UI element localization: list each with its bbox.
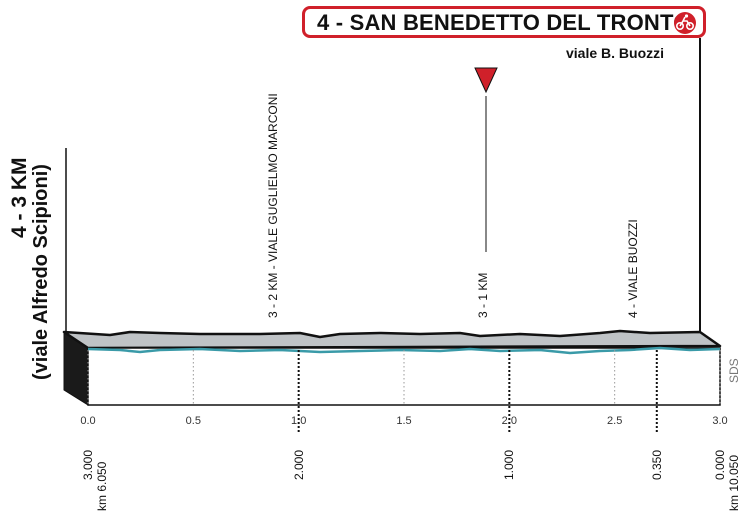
distance-remaining-label: 1.000	[502, 449, 517, 480]
finish-flag-icon	[674, 12, 696, 34]
distance-km-label: km 10.050	[727, 454, 741, 511]
start-street-label: (viale Alfredo Scipioni)	[30, 164, 52, 380]
waypoint-label: 3 - 2 KM - VIALE GUGLIELMO MARCONI	[266, 93, 280, 318]
distance-km-label: km 6.050	[95, 461, 109, 511]
profile-front-face	[87, 347, 721, 406]
finish-title: 4 - SAN BENEDETTO DEL TRONTO	[317, 10, 691, 35]
waypoint-label: 4 - VIALE BUOZZI	[626, 219, 640, 318]
x-tick-label: 1.0	[291, 415, 306, 427]
x-tick-label: 3.0	[712, 415, 727, 427]
x-tick-label: 0.5	[186, 415, 201, 427]
waypoint-label: 3 - 1 KM	[476, 272, 490, 318]
x-tick-label: 0.0	[80, 415, 95, 427]
watermark: SDS	[727, 358, 741, 383]
road-surface	[62, 329, 722, 350]
elevation-line	[87, 346, 721, 355]
finish-banner: 4 - SAN BENEDETTO DEL TRONTO	[302, 6, 706, 38]
distance-remaining-label: 3.000	[81, 449, 95, 480]
distance-remaining-label: 2.000	[291, 449, 306, 480]
distance-markers	[297, 350, 658, 434]
distance-remaining-label: 0.000	[713, 449, 727, 480]
x-tick-label: 2.5	[607, 415, 622, 427]
x-axis: 0.0 0.5 1.0 1.5 2.0 2.5 3.0	[80, 350, 728, 427]
x-tick-label: 2.0	[502, 415, 517, 427]
x-tick-label: 1.5	[396, 415, 411, 427]
distance-remaining-label: 0.350	[649, 449, 664, 480]
start-km-label: 4 - 3 KM	[8, 157, 31, 238]
red-triangle-icon	[474, 67, 498, 94]
finish-street: viale B. Buozzi	[566, 45, 665, 61]
